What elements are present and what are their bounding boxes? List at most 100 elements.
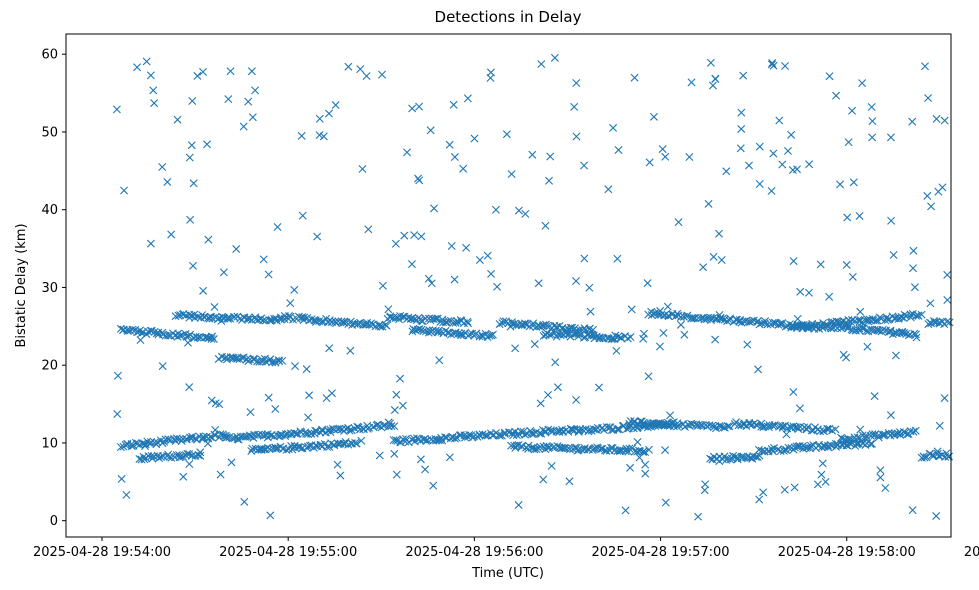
detection-marker <box>211 399 220 408</box>
detection-marker <box>674 218 683 227</box>
detection-marker <box>831 425 840 434</box>
detection-marker <box>641 460 650 469</box>
detection-marker <box>602 423 611 432</box>
detection-marker <box>398 401 407 410</box>
detection-marker <box>661 446 670 455</box>
detection-marker <box>769 149 778 158</box>
detection-marker <box>444 316 453 325</box>
detection-marker <box>147 326 156 335</box>
detection-marker <box>908 506 917 515</box>
detection-marker <box>718 314 727 323</box>
detection-marker <box>572 395 581 404</box>
detection-marker <box>438 315 447 324</box>
detection-marker <box>633 419 641 428</box>
detection-marker <box>188 97 197 105</box>
detection-marker <box>375 451 384 460</box>
detection-marker <box>392 470 401 479</box>
detection-marker <box>612 346 621 355</box>
detection-marker <box>933 447 942 456</box>
detection-marker <box>424 274 433 283</box>
detection-marker <box>908 117 917 126</box>
detection-marker <box>450 153 459 162</box>
detection-marker <box>177 436 186 445</box>
detection-marker <box>362 72 371 81</box>
detection-marker <box>881 484 890 492</box>
detection-marker <box>417 316 426 325</box>
detection-marker <box>335 424 344 433</box>
detection-marker <box>421 436 430 445</box>
y-tick-label: 40 <box>41 203 58 218</box>
detection-marker <box>754 365 763 374</box>
detection-marker <box>426 126 435 135</box>
detection-marker <box>429 481 438 490</box>
detection-marker <box>408 104 417 113</box>
detection-marker <box>305 391 314 400</box>
x-tick-label: 2025-04-28 19:54:00 <box>33 545 171 560</box>
detection-marker <box>536 399 545 408</box>
detection-marker <box>238 353 247 362</box>
detection-marker <box>420 434 429 443</box>
detection-marker <box>627 305 636 314</box>
detection-marker <box>417 232 426 241</box>
detection-marker <box>435 436 444 445</box>
detection-marker <box>207 396 216 405</box>
detection-marker <box>643 279 652 288</box>
detection-marker <box>302 365 311 374</box>
detection-marker <box>146 239 155 248</box>
detection-marker <box>396 374 405 383</box>
detection-marker <box>119 325 128 334</box>
detection-marker <box>232 245 241 254</box>
detection-marker <box>292 429 301 438</box>
detection-marker <box>187 141 196 150</box>
detection-marker <box>532 445 541 454</box>
detection-marker <box>761 317 770 326</box>
detection-marker <box>340 318 349 327</box>
detection-marker <box>790 322 799 331</box>
detection-marker <box>537 60 546 69</box>
detection-marker <box>630 73 639 82</box>
detection-marker <box>511 344 520 353</box>
detection-marker <box>206 433 215 441</box>
detection-marker <box>544 390 553 399</box>
detection-marker <box>377 423 386 432</box>
detection-marker <box>401 437 410 446</box>
detection-marker <box>136 336 145 345</box>
detection-marker <box>609 123 618 132</box>
detection-marker <box>793 314 802 323</box>
detection-marker <box>391 436 400 445</box>
detection-marker <box>927 202 936 211</box>
detection-marker <box>167 230 176 239</box>
detection-marker <box>483 251 492 260</box>
detection-marker <box>806 441 815 450</box>
detection-marker <box>521 209 530 218</box>
detection-marker <box>502 130 511 139</box>
detection-marker <box>817 470 826 479</box>
detection-marker <box>633 437 642 446</box>
detection-marker <box>543 321 551 330</box>
x-axis-label: Time (UTC) <box>471 566 544 581</box>
detection-marker <box>344 62 353 71</box>
detection-marker <box>886 133 895 142</box>
detection-marker <box>424 328 433 337</box>
detection-marker <box>217 316 226 325</box>
detection-marker <box>463 317 472 326</box>
detection-marker <box>163 177 172 186</box>
detection-marker <box>384 305 393 314</box>
detection-marker <box>823 425 832 434</box>
detection-marker <box>802 425 811 434</box>
detection-marker <box>661 498 670 507</box>
detection-marker <box>725 422 734 431</box>
detection-marker <box>795 404 804 413</box>
detection-marker <box>268 358 277 367</box>
detection-marker <box>676 320 685 329</box>
detection-marker <box>701 480 710 489</box>
detection-marker <box>685 153 694 161</box>
detection-marker <box>127 442 136 451</box>
detection-marker <box>615 447 624 456</box>
detection-marker <box>413 325 422 334</box>
detection-marker <box>445 140 454 149</box>
detection-marker <box>911 330 920 339</box>
detection-marker <box>167 453 176 462</box>
detection-marker <box>464 319 473 328</box>
